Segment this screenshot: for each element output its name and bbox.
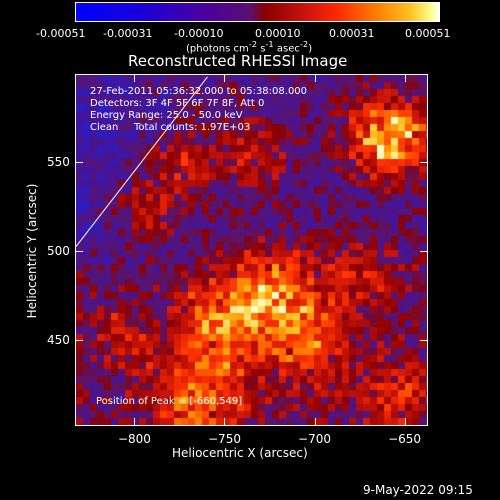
y-tick-label: 450 (47, 333, 70, 348)
x-tick-bottom (134, 418, 136, 426)
colorbar-tick-label-2: -0.00010 (174, 27, 224, 40)
y-tick-label: 500 (47, 243, 70, 258)
y-tick-right (420, 250, 428, 252)
y-tick-label: 550 (47, 154, 70, 169)
annotation-total-counts: Total counts: 1.97E+03 (134, 122, 251, 133)
annotation-detectors: Detectors: 3F 4F 5F 6F 7F 8F, Att 0 (90, 98, 265, 109)
timestamp: 9-May-2022 09:15 (363, 483, 473, 497)
plot-area: 27-Feb-2011 05:36:32.000 to 05:38:08.000… (75, 74, 428, 426)
heatmap-image (76, 75, 427, 425)
annotation-clean: Clean (90, 122, 119, 133)
x-tick-top (224, 74, 226, 82)
x-tick-bottom (224, 418, 226, 426)
colorbar-unit-label: (photons cm-2 s-1 asec-2) (186, 39, 313, 55)
plot-title: Reconstructed RHESSI Image (128, 52, 348, 70)
colorbar-tick-label-1: -0.00031 (103, 27, 153, 40)
x-tick-bottom (314, 418, 316, 426)
colorbar-tick-label-0: -0.00051 (36, 27, 86, 40)
y-axis-label: Heliocentric Y (arcsec) (25, 183, 39, 319)
x-tick-top (134, 74, 136, 82)
x-tick-label: −750 (208, 432, 241, 446)
colorbar (75, 2, 440, 22)
annotation-peak-position: Position of Peak = [-660,549] (96, 396, 243, 407)
x-tick-top (404, 74, 406, 82)
colorbar-tick-label-4: 0.00031 (329, 27, 375, 40)
solar-limb-line (76, 76, 208, 247)
colorbar-tick-label-3: 0.00010 (255, 27, 301, 40)
y-tick-left (75, 340, 83, 342)
x-axis-label: Heliocentric X (arcsec) (172, 446, 308, 460)
x-tick-top (314, 74, 316, 82)
x-tick-label: −800 (117, 432, 151, 446)
x-tick-label: −650 (388, 432, 422, 446)
annotation-energy-range: Energy Range: 25.0 - 50.0 keV (90, 110, 243, 121)
y-tick-left (75, 250, 83, 252)
x-tick-bottom (404, 418, 406, 426)
annotation-time-range: 27-Feb-2011 05:36:32.000 to 05:38:08.000 (90, 86, 308, 97)
y-tick-right (420, 161, 428, 163)
colorbar-gradient (76, 3, 439, 21)
y-tick-right (420, 340, 428, 342)
y-tick-left (75, 161, 83, 163)
colorbar-tick-label-5: 0.00051 (405, 27, 451, 40)
x-tick-label: −700 (298, 432, 332, 446)
